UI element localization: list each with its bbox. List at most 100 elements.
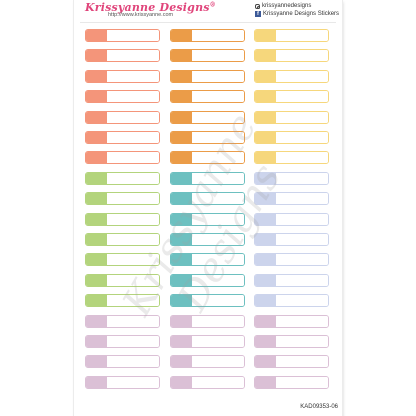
sticker-write-field <box>107 70 159 82</box>
sticker-write-field <box>192 193 244 205</box>
sticker-tab <box>86 315 107 327</box>
sticker-tab <box>255 111 276 123</box>
brand-registered-mark: ® <box>209 1 216 9</box>
sticker-tab <box>86 336 107 347</box>
sticker-green <box>85 233 160 246</box>
sticker-tab <box>255 172 276 184</box>
sticker-tab <box>255 152 276 164</box>
sticker-tab <box>86 234 107 245</box>
sticker-tab <box>255 254 276 266</box>
sticker-green <box>85 294 160 308</box>
sticker-yellow <box>254 90 329 104</box>
sticker-periwinkle <box>254 273 329 287</box>
sticker-tab <box>255 50 276 62</box>
sticker-write-field <box>107 111 159 123</box>
sticker-coral <box>85 131 160 144</box>
sticker-write-field <box>276 50 328 62</box>
sticker-periwinkle <box>254 294 329 308</box>
sticker-coral <box>85 29 160 42</box>
sticker-write-field <box>107 30 159 41</box>
sticker-green <box>85 192 160 206</box>
sticker-write-field <box>107 234 159 245</box>
facebook-text: Krissyanne Designs Stickers <box>263 11 340 17</box>
sticker-tab <box>86 70 107 82</box>
sticker-write-field <box>276 315 328 327</box>
sticker-write-field <box>276 336 328 347</box>
sticker-tab <box>255 295 276 307</box>
sticker-write-field <box>107 336 159 347</box>
sticker-mauve <box>170 335 245 348</box>
sticker-tab <box>86 376 107 388</box>
sticker-orange <box>170 131 245 144</box>
sticker-mauve <box>254 375 329 389</box>
sticker-green <box>85 273 160 287</box>
sticker-mauve <box>85 335 160 348</box>
sticker-tab <box>86 172 107 184</box>
sticker-teal <box>170 294 245 308</box>
sticker-teal <box>170 253 245 267</box>
sticker-write-field <box>192 172 244 184</box>
brand-name: Krissyanne Designs <box>85 1 210 14</box>
sticker-mauve <box>170 314 245 328</box>
sticker-mauve <box>170 355 245 369</box>
sticker-tab <box>171 295 192 307</box>
sticker-write-field <box>192 50 244 62</box>
sticker-write-field <box>107 315 159 327</box>
sticker-write-field <box>192 132 244 143</box>
sticker-write-field <box>107 152 159 164</box>
sticker-write-field <box>192 111 244 123</box>
sticker-teal <box>170 233 245 246</box>
sticker-write-field <box>276 376 328 388</box>
brand-url: http://www.krissyanne.com <box>108 12 174 18</box>
sticker-tab <box>255 91 276 103</box>
sticker-orange <box>170 110 245 124</box>
sticker-mauve <box>85 375 160 389</box>
header-divider <box>80 22 336 23</box>
sticker-tab <box>86 132 107 143</box>
facebook-handle: f Krissyanne Designs Stickers <box>255 11 339 17</box>
sticker-mauve <box>85 355 160 369</box>
sticker-tab <box>171 376 192 388</box>
sticker-tab <box>171 213 192 225</box>
sticker-tab <box>86 50 107 62</box>
instagram-text: krissyannedesigns <box>262 3 312 9</box>
sticker-write-field <box>192 336 244 347</box>
sticker-tab <box>255 193 276 205</box>
sticker-tab <box>171 50 192 62</box>
sticker-write-field <box>107 274 159 286</box>
sticker-green <box>85 212 160 226</box>
sticker-tab <box>171 172 192 184</box>
sticker-write-field <box>192 234 244 245</box>
sticker-yellow <box>254 49 329 63</box>
sticker-tab <box>171 234 192 245</box>
sticker-sheet <box>74 0 342 416</box>
sticker-tab <box>255 336 276 347</box>
sticker-mauve <box>254 335 329 348</box>
sticker-write-field <box>276 213 328 225</box>
sticker-tab <box>255 315 276 327</box>
sticker-write-field <box>276 132 328 143</box>
sticker-tab <box>255 70 276 82</box>
sticker-tab <box>86 295 107 307</box>
sticker-tab <box>86 30 107 41</box>
sticker-periwinkle <box>254 233 329 246</box>
sticker-write-field <box>192 91 244 103</box>
sticker-periwinkle <box>254 192 329 206</box>
sticker-yellow <box>254 69 329 83</box>
sticker-green <box>85 253 160 267</box>
sticker-tab <box>255 356 276 368</box>
sticker-tab <box>86 111 107 123</box>
sticker-mauve <box>85 314 160 328</box>
sticker-coral <box>85 69 160 83</box>
sticker-orange <box>170 49 245 63</box>
sticker-coral <box>85 151 160 165</box>
sticker-tab <box>255 234 276 245</box>
sticker-teal <box>170 192 245 206</box>
sticker-tab <box>171 193 192 205</box>
sticker-write-field <box>192 70 244 82</box>
sticker-write-field <box>192 295 244 307</box>
product-code: KAD09353-06 <box>300 404 338 410</box>
sticker-mauve <box>254 314 329 328</box>
sticker-tab <box>171 274 192 286</box>
sticker-tab <box>86 152 107 164</box>
